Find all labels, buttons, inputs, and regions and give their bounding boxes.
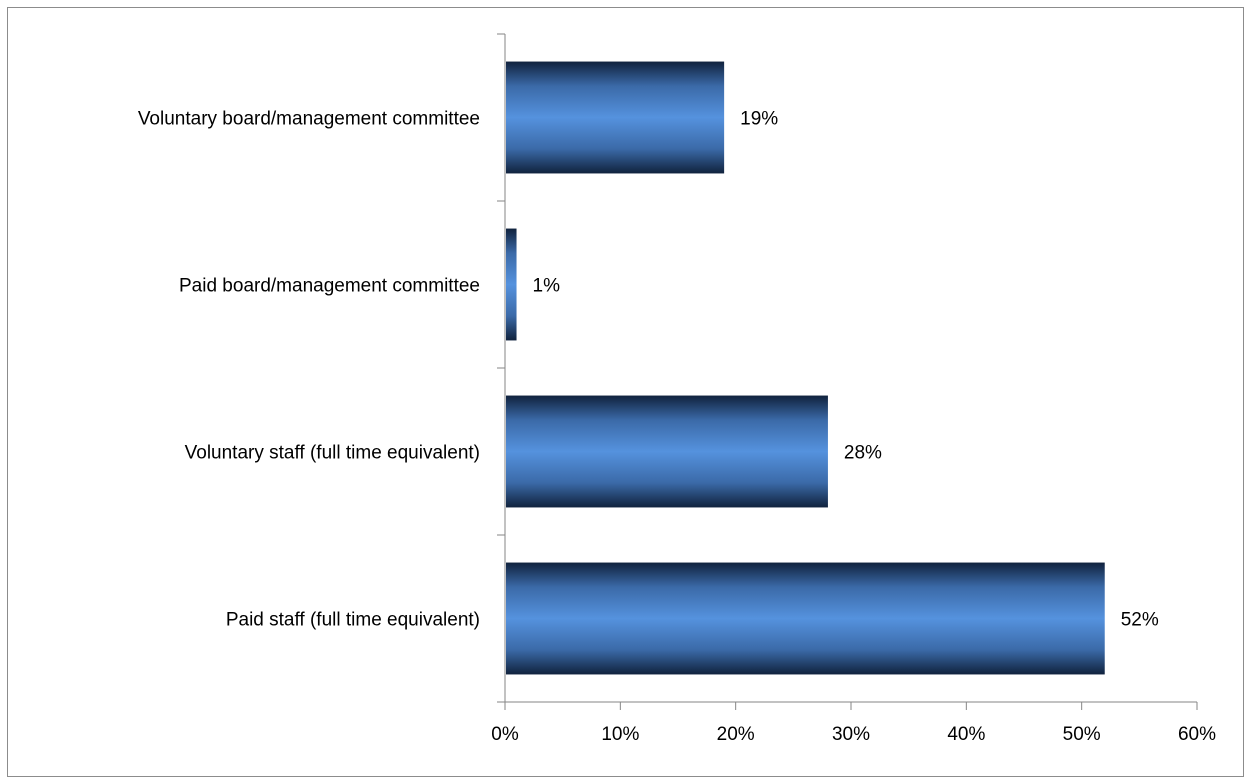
category-label: Voluntary staff (full time equivalent): [185, 443, 480, 464]
x-tick-label: 50%: [1063, 724, 1101, 745]
x-tick-label: 40%: [947, 724, 985, 745]
category-label: Paid staff (full time equivalent): [226, 610, 480, 631]
bar: [506, 562, 1105, 675]
x-tick-label: 30%: [832, 724, 870, 745]
data-label: 52%: [1121, 610, 1159, 631]
labels: 0% 10% 20% 30% 40% 50% 60% Voluntary board/mana…: [138, 109, 1216, 746]
bar: [506, 61, 725, 174]
x-tick-label: 20%: [717, 724, 755, 745]
x-tick-label: 60%: [1178, 724, 1216, 745]
x-tick-label: 10%: [601, 724, 639, 745]
axes: [497, 33, 1198, 710]
bar: [506, 395, 828, 508]
data-label: 1%: [533, 276, 561, 297]
category-label: Voluntary board/management committee: [138, 109, 480, 130]
x-tick-label: 0%: [491, 724, 519, 745]
data-label: 28%: [844, 443, 882, 464]
bar: [506, 228, 517, 341]
data-label: 19%: [740, 109, 778, 130]
category-label: Paid board/management committee: [179, 276, 480, 297]
bars: [506, 61, 1105, 675]
